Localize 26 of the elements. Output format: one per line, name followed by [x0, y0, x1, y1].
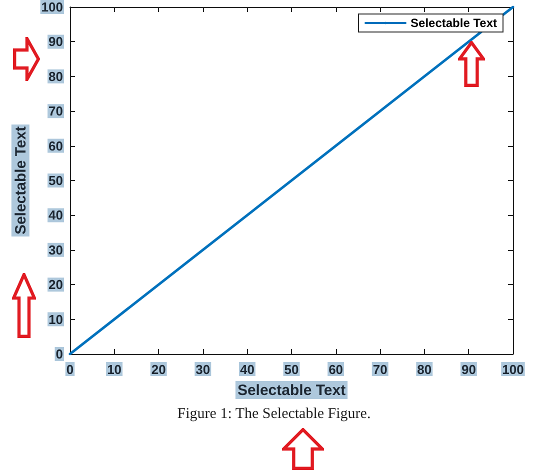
y-tick-label: 70 [48, 104, 63, 119]
y-tick-label: 0 [56, 346, 63, 362]
y-tick-label: 30 [48, 242, 63, 258]
x-tick-label: 60 [328, 362, 344, 377]
x-tick-label: 70 [372, 362, 388, 377]
x-tick-label: 40 [240, 362, 254, 377]
legend-label: Selectable Text [410, 16, 498, 30]
x-tick-label: 100 [502, 362, 524, 377]
y-tick-label: 90 [48, 34, 63, 50]
x-tick-label: 0 [66, 362, 74, 377]
x-tick-label: 50 [284, 362, 299, 377]
x-tick-label: 20 [151, 362, 166, 377]
y-tick-label: 100 [41, 0, 63, 14]
x-tick-label: 90 [461, 362, 476, 377]
y-tick-label: 40 [48, 208, 63, 223]
x-tick-label: 80 [417, 362, 432, 377]
y-tick-label: 60 [48, 138, 63, 154]
y-tick-label: 20 [48, 277, 63, 292]
y-axis-title: Selectable Text [12, 126, 30, 235]
caption: Figure 1: The Selectable Figure. [177, 406, 371, 423]
x-tick-label: 10 [107, 362, 122, 377]
y-tick-label: 80 [48, 68, 63, 84]
y-tick-label: 50 [48, 173, 63, 188]
x-tick-label: 30 [196, 362, 210, 377]
y-tick-label: 10 [48, 312, 63, 327]
x-axis-title: Selectable Text [237, 382, 346, 399]
